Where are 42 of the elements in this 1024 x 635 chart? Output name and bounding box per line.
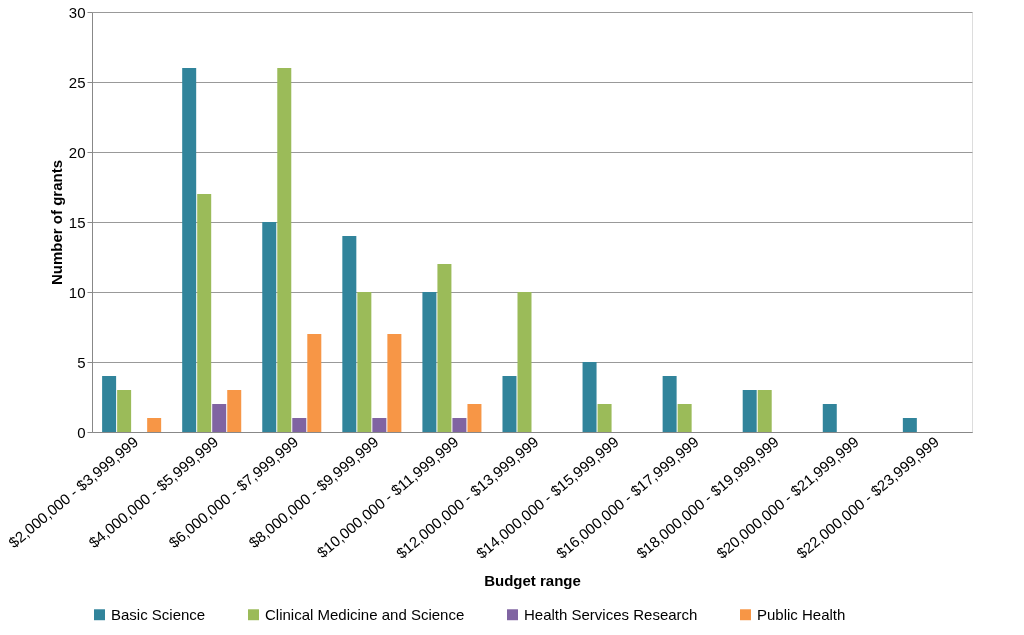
bar (582, 362, 597, 432)
bar (677, 404, 692, 432)
bar (227, 390, 242, 432)
bar (452, 418, 467, 432)
bar (292, 418, 307, 432)
y-tick-label: 25 (68, 73, 86, 91)
legend-label: Clinical Medicine and Science (265, 605, 465, 623)
bar (422, 292, 437, 432)
bar (307, 334, 322, 432)
bar (197, 194, 212, 432)
legend-label: Basic Science (111, 605, 206, 623)
bar (387, 334, 402, 432)
bar (437, 264, 452, 432)
bar (372, 418, 387, 432)
y-tick-label: 20 (68, 143, 86, 161)
bar (212, 404, 227, 432)
bar (102, 376, 117, 432)
bar (357, 292, 372, 432)
y-tick-label: 0 (77, 423, 86, 441)
bar (517, 292, 532, 432)
y-tick-label: 30 (68, 3, 86, 21)
bar (117, 390, 132, 432)
y-tick-label: 5 (77, 353, 86, 371)
bar (342, 236, 357, 432)
y-tick-label: 10 (68, 283, 86, 301)
bar (467, 404, 482, 432)
bar (262, 222, 277, 432)
legend-label: Health Services Research (524, 605, 698, 623)
bar (662, 376, 677, 432)
y-axis-title: Number of grants (47, 159, 65, 286)
bar (742, 390, 757, 432)
bar (902, 418, 917, 432)
bar (502, 376, 517, 432)
bar (757, 390, 772, 432)
x-axis-title: Budget range (484, 571, 581, 589)
bar (147, 418, 162, 432)
y-tick-label: 15 (68, 213, 86, 231)
bar (182, 68, 197, 432)
bar (822, 404, 837, 432)
bar (277, 68, 292, 432)
bar (597, 404, 612, 432)
legend-label: Public Health (757, 605, 846, 623)
